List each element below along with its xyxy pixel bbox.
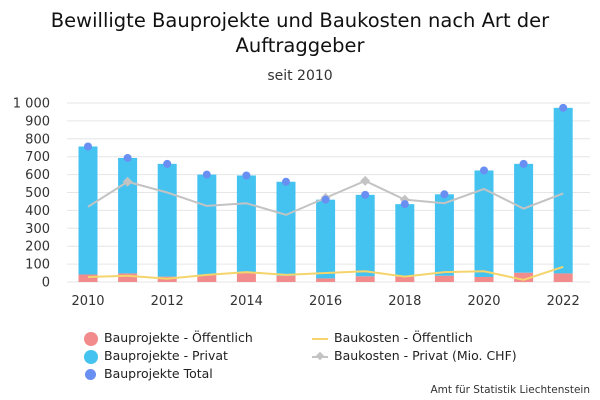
bar-privat: [474, 170, 494, 277]
bar-privat: [236, 175, 256, 274]
legend-label: Baukosten - Privat (Mio. CHF): [334, 348, 517, 363]
x-tick-label: 2022: [547, 294, 580, 309]
bar-oeffentlich: [197, 274, 217, 282]
legend-item-bauprojekte-total[interactable]: Bauprojekte Total: [84, 365, 213, 383]
bar-oeffentlich: [434, 275, 454, 282]
point-bauprojekte-total: [519, 159, 528, 168]
point-bauprojekte-total: [440, 190, 449, 199]
legend-circle-icon: [84, 349, 98, 364]
point-bauprojekte-total: [321, 195, 330, 204]
bar-privat: [434, 194, 454, 276]
point-baukosten-privat: [122, 176, 133, 187]
bar-privat: [276, 181, 296, 276]
x-tick-label: 2012: [151, 294, 184, 309]
bar-oeffentlich: [236, 273, 256, 282]
x-tick-label: 2020: [467, 294, 500, 309]
bar-oeffentlich: [395, 276, 415, 282]
source-credit: Amt für Statistik Liechtenstein: [430, 384, 590, 396]
point-bauprojekte-total: [559, 103, 568, 112]
bar-privat: [197, 174, 217, 275]
legend-dot-icon: [85, 369, 96, 380]
y-tick-label: 0: [42, 276, 50, 291]
point-baukosten-privat: [360, 175, 371, 186]
x-tick-label: 2014: [230, 294, 263, 309]
point-bauprojekte-total: [163, 159, 172, 168]
bar-oeffentlich: [118, 273, 138, 282]
legend-label: Baukosten - Öffentlich: [334, 330, 473, 345]
y-tick-label: 600: [25, 168, 50, 183]
point-bauprojekte-total: [84, 142, 92, 151]
bar-privat: [553, 107, 573, 274]
bar-privat: [395, 204, 415, 277]
chart-title: Bewilligte Bauprojekte und Baukosten nac…: [50, 9, 550, 57]
chart-subtitle: seit 2010: [267, 68, 333, 84]
y-tick-label: 1 000: [13, 97, 50, 112]
point-bauprojekte-total: [282, 177, 290, 186]
bar-privat: [78, 146, 98, 275]
point-bauprojekte-total: [123, 153, 132, 162]
bar-privat: [316, 199, 336, 279]
line-baukosten-oeffentlich: [87, 265, 564, 281]
x-tick-label: 2010: [71, 294, 104, 309]
bar-privat: [355, 194, 375, 277]
diamond-icon: [315, 351, 325, 360]
bar-privat: [514, 163, 534, 273]
legend-label: Bauprojekte - Öffentlich: [104, 330, 253, 345]
bar-privat: [157, 163, 177, 277]
bar-oeffentlich: [276, 275, 296, 282]
x-tick-label: 2018: [388, 294, 421, 309]
legend-label: Bauprojekte Total: [104, 366, 213, 381]
y-tick-label: 800: [25, 132, 50, 147]
point-bauprojekte-total: [480, 166, 488, 175]
bar-oeffentlich: [514, 272, 534, 282]
bar-oeffentlich: [474, 276, 494, 282]
y-tick-label: 100: [25, 258, 50, 273]
y-tick-label: 900: [25, 114, 50, 129]
y-tick-label: 700: [25, 150, 50, 165]
legend-line-diamond-icon: [312, 351, 328, 360]
x-tick-label: 2016: [309, 294, 342, 309]
point-bauprojekte-total: [242, 171, 251, 180]
y-tick-label: 400: [25, 204, 50, 219]
point-bauprojekte-total: [361, 190, 370, 199]
legend-item-bauprojekte-privat[interactable]: Bauprojekte - Privat: [84, 347, 228, 365]
legend-circle-icon: [84, 331, 98, 346]
legend-item-baukosten-privat[interactable]: Baukosten - Privat (Mio. CHF): [312, 347, 517, 365]
bar-oeffentlich: [355, 276, 375, 282]
y-tick-label: 200: [25, 240, 50, 255]
legend-line-icon: [312, 337, 328, 340]
bar-oeffentlich: [553, 273, 573, 282]
point-bauprojekte-total: [202, 170, 211, 179]
legend-item-baukosten-oeffentlich[interactable]: Baukosten - Öffentlich: [312, 329, 473, 347]
bar-oeffentlich: [316, 278, 336, 282]
bar-privat: [118, 157, 138, 274]
y-tick-label: 300: [25, 222, 50, 237]
y-tick-label: 500: [25, 186, 50, 201]
legend-item-bauprojekte-oeffentlich[interactable]: Bauprojekte - Öffentlich: [84, 329, 253, 347]
legend-label: Bauprojekte - Privat: [104, 348, 228, 363]
bar-oeffentlich: [78, 274, 98, 282]
point-bauprojekte-total: [400, 200, 409, 209]
